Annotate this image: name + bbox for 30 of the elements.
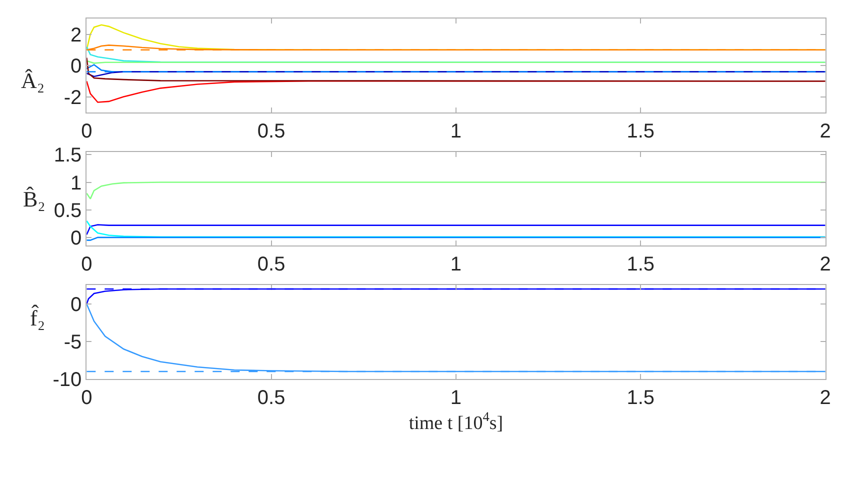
x-tick-label: 0.5 (257, 254, 286, 276)
y-axis-title: f̂₂ (30, 304, 45, 330)
x-axis-title: time t [10$^{4}$s] (408, 409, 504, 434)
x-tick-label: 1.5 (626, 387, 655, 409)
x-tick-label: 1.5 (626, 120, 655, 142)
y-tick-label: 0.5 (54, 200, 82, 222)
y-axis-title: Â₂ (21, 68, 45, 93)
y-tick-label: 1.5 (54, 144, 82, 167)
y-tick-label: -5 (64, 331, 82, 354)
y-tick-label: 1 (70, 172, 82, 194)
y-tick-label: 0 (70, 294, 82, 316)
line-series (86, 224, 826, 236)
x-tick-label: 2 (820, 254, 831, 276)
x-tick-label: 1 (450, 387, 462, 409)
x-tick-label: 1 (450, 120, 462, 142)
line-series (86, 220, 826, 238)
x-tick-label: 0.5 (257, 387, 286, 409)
x-tick-label: 1.5 (626, 254, 655, 276)
y-tick-label: -10 (52, 368, 82, 391)
line-series (86, 57, 826, 82)
y-tick-label: -2 (64, 86, 82, 109)
y-tick-label: 2 (70, 24, 82, 46)
x-tick-label: 1 (450, 254, 462, 276)
y-axis-title: B̂₂ (23, 186, 46, 212)
y-tick-label: 0 (70, 56, 82, 78)
x-tick-label: 2 (820, 387, 831, 409)
x-tick-label: 0.5 (257, 120, 286, 142)
line-series (86, 182, 826, 200)
y-tick-label: 0 (70, 227, 82, 250)
x-tick-label: 2 (820, 120, 831, 142)
